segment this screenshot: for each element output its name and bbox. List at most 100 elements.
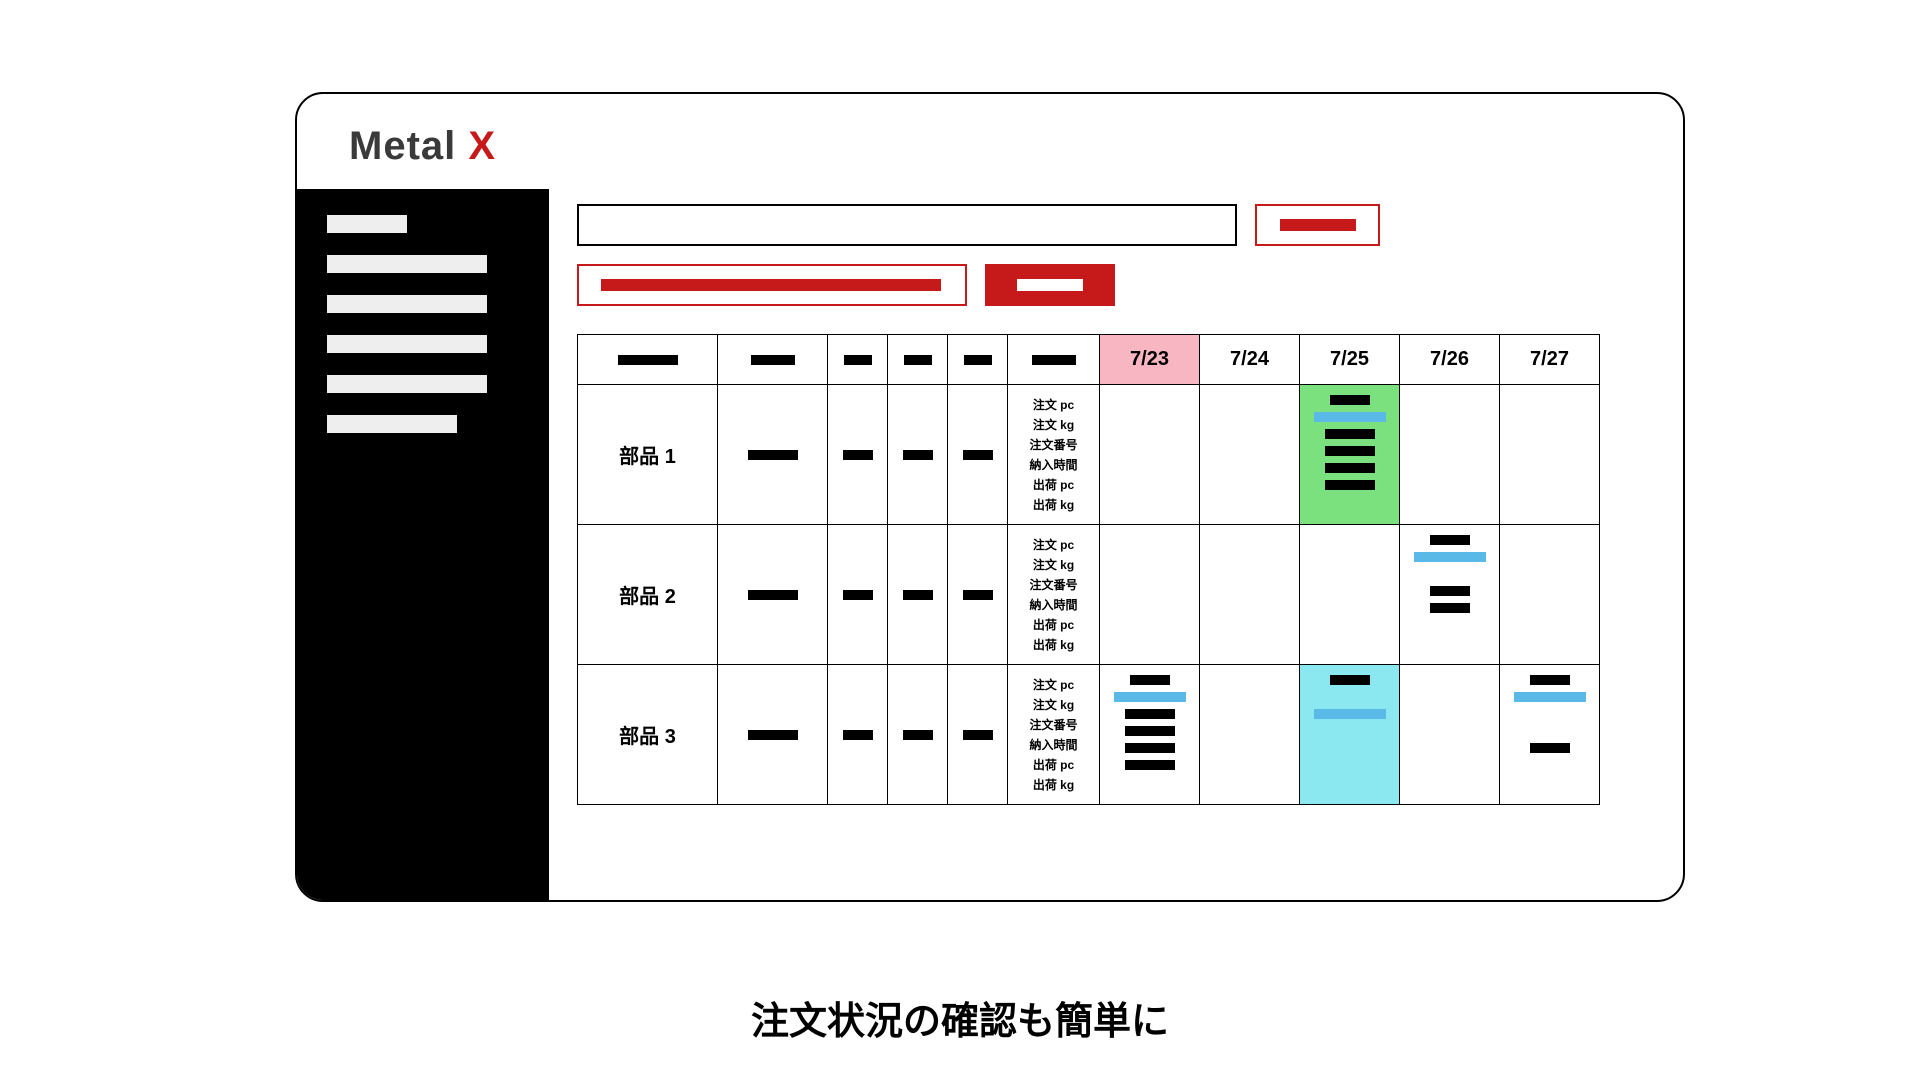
data-bar bbox=[1330, 675, 1370, 685]
header-col-4 bbox=[948, 335, 1008, 385]
part-name-cell: 部品 2 bbox=[578, 525, 718, 665]
header-date-4: 7/27 bbox=[1500, 335, 1600, 385]
header-col-2 bbox=[828, 335, 888, 385]
day-cell-0[interactable] bbox=[1100, 525, 1200, 665]
part-meta-cell-2 bbox=[888, 385, 948, 525]
part-meta-cell-2 bbox=[888, 525, 948, 665]
row-label: 出荷 pc bbox=[1008, 476, 1099, 493]
row-labels-cell: 注文 pc 注文 kg 注文番号納入時間出荷 pc 出荷 kg bbox=[1008, 525, 1100, 665]
day-cell-3[interactable] bbox=[1400, 525, 1500, 665]
sidebar-item-0[interactable] bbox=[327, 215, 407, 233]
data-bar bbox=[1430, 586, 1470, 596]
logo-x: X bbox=[468, 124, 496, 168]
row-labels-cell: 注文 pc 注文 kg 注文番号納入時間出荷 pc 出荷 kg bbox=[1008, 385, 1100, 525]
logo-text: Metal bbox=[349, 124, 468, 168]
sidebar-item-1[interactable] bbox=[327, 255, 487, 273]
part-name-cell: 部品 1 bbox=[578, 385, 718, 525]
day-cell-2[interactable] bbox=[1300, 665, 1400, 805]
day-cell-1[interactable] bbox=[1200, 525, 1300, 665]
sidebar-item-4[interactable] bbox=[327, 375, 487, 393]
row-label: 注文 pc bbox=[1008, 396, 1099, 413]
search-input[interactable] bbox=[577, 204, 1237, 246]
row-label: 注文 kg bbox=[1008, 556, 1099, 573]
row-label: 出荷 kg bbox=[1008, 636, 1099, 653]
day-cell-1[interactable] bbox=[1200, 385, 1300, 525]
data-bar bbox=[1125, 709, 1175, 719]
row-label: 注文 pc bbox=[1008, 536, 1099, 553]
header-col-0 bbox=[578, 335, 718, 385]
day-cell-1[interactable] bbox=[1200, 665, 1300, 805]
day-cell-3[interactable] bbox=[1400, 665, 1500, 805]
part-meta-cell-3 bbox=[948, 525, 1008, 665]
data-bar bbox=[1325, 446, 1375, 456]
part-meta-cell-0 bbox=[718, 525, 828, 665]
content-area: 7/237/247/257/267/27 部品 1注文 pc注文 kg注文番号納… bbox=[577, 204, 1653, 805]
row-label: 注文 kg bbox=[1008, 416, 1099, 433]
table-row: 部品 3注文 pc注文 kg注文番号納入時間出荷 pc出荷 kg bbox=[578, 665, 1600, 805]
data-bar bbox=[1514, 692, 1586, 702]
row-label: 出荷 pc bbox=[1008, 616, 1099, 633]
header-date-0: 7/23 bbox=[1100, 335, 1200, 385]
row-label: 出荷 kg bbox=[1008, 776, 1099, 793]
row-labels-cell: 注文 pc注文 kg注文番号納入時間出荷 pc出荷 kg bbox=[1008, 665, 1100, 805]
row-label: 納入時間 bbox=[1008, 456, 1099, 473]
part-meta-cell-0 bbox=[718, 665, 828, 805]
data-bar bbox=[1414, 552, 1486, 562]
day-cell-2[interactable] bbox=[1300, 525, 1400, 665]
row-label: 注文番号 bbox=[1008, 436, 1099, 453]
filter-button[interactable] bbox=[985, 264, 1115, 306]
part-meta-cell-3 bbox=[948, 385, 1008, 525]
app-window: Metal X 7/237/247/257/267/27 部品 1注文 pc注文 bbox=[295, 92, 1685, 902]
search-row bbox=[577, 204, 1653, 246]
day-cell-0[interactable] bbox=[1100, 385, 1200, 525]
data-bar bbox=[1314, 412, 1386, 422]
sidebar-item-2[interactable] bbox=[327, 295, 487, 313]
row-label: 納入時間 bbox=[1008, 596, 1099, 613]
row-label: 出荷 pc bbox=[1008, 756, 1099, 773]
sidebar-item-3[interactable] bbox=[327, 335, 487, 353]
part-meta-cell-1 bbox=[828, 665, 888, 805]
row-label: 納入時間 bbox=[1008, 736, 1099, 753]
row-label: 注文 kg bbox=[1008, 696, 1099, 713]
data-bar bbox=[1430, 603, 1470, 613]
filter-input[interactable] bbox=[577, 264, 967, 306]
header-col-1 bbox=[718, 335, 828, 385]
data-bar bbox=[1114, 692, 1186, 702]
row-label: 注文番号 bbox=[1008, 716, 1099, 733]
data-bar bbox=[1530, 743, 1570, 753]
filter-input-value bbox=[601, 279, 941, 291]
part-name-cell: 部品 3 bbox=[578, 665, 718, 805]
caption: 注文状況の確認も簡単に bbox=[0, 990, 1920, 1045]
header-col-5 bbox=[1008, 335, 1100, 385]
data-bar bbox=[1130, 675, 1170, 685]
day-cell-3[interactable] bbox=[1400, 385, 1500, 525]
data-bar bbox=[1125, 726, 1175, 736]
part-meta-cell-2 bbox=[888, 665, 948, 805]
day-cell-2[interactable] bbox=[1300, 385, 1400, 525]
day-cell-4[interactable] bbox=[1500, 525, 1600, 665]
table-header-row: 7/237/247/257/267/27 bbox=[578, 335, 1600, 385]
row-label: 出荷 kg bbox=[1008, 496, 1099, 513]
schedule-table: 7/237/247/257/267/27 部品 1注文 pc注文 kg注文番号納… bbox=[577, 334, 1600, 805]
data-bar bbox=[1125, 743, 1175, 753]
part-meta-cell-3 bbox=[948, 665, 1008, 805]
search-button[interactable] bbox=[1255, 204, 1380, 246]
day-cell-4[interactable] bbox=[1500, 385, 1600, 525]
day-cell-4[interactable] bbox=[1500, 665, 1600, 805]
filter-button-label bbox=[1017, 279, 1083, 291]
data-bar bbox=[1125, 760, 1175, 770]
header-date-1: 7/24 bbox=[1200, 335, 1300, 385]
sidebar-item-5[interactable] bbox=[327, 415, 457, 433]
day-cell-0[interactable] bbox=[1100, 665, 1200, 805]
row-label: 注文番号 bbox=[1008, 576, 1099, 593]
data-bar bbox=[1530, 675, 1570, 685]
sidebar bbox=[297, 189, 549, 902]
data-bar bbox=[1314, 709, 1386, 719]
logo: Metal X bbox=[349, 124, 496, 169]
header-date-2: 7/25 bbox=[1300, 335, 1400, 385]
data-bar bbox=[1325, 463, 1375, 473]
part-meta-cell-1 bbox=[828, 385, 888, 525]
search-button-label bbox=[1280, 219, 1356, 231]
table-row: 部品 1 注文 pc 注文 kg 注文番号納入時間出荷 pc 出荷 kg bbox=[578, 385, 1600, 525]
data-bar bbox=[1430, 535, 1470, 545]
